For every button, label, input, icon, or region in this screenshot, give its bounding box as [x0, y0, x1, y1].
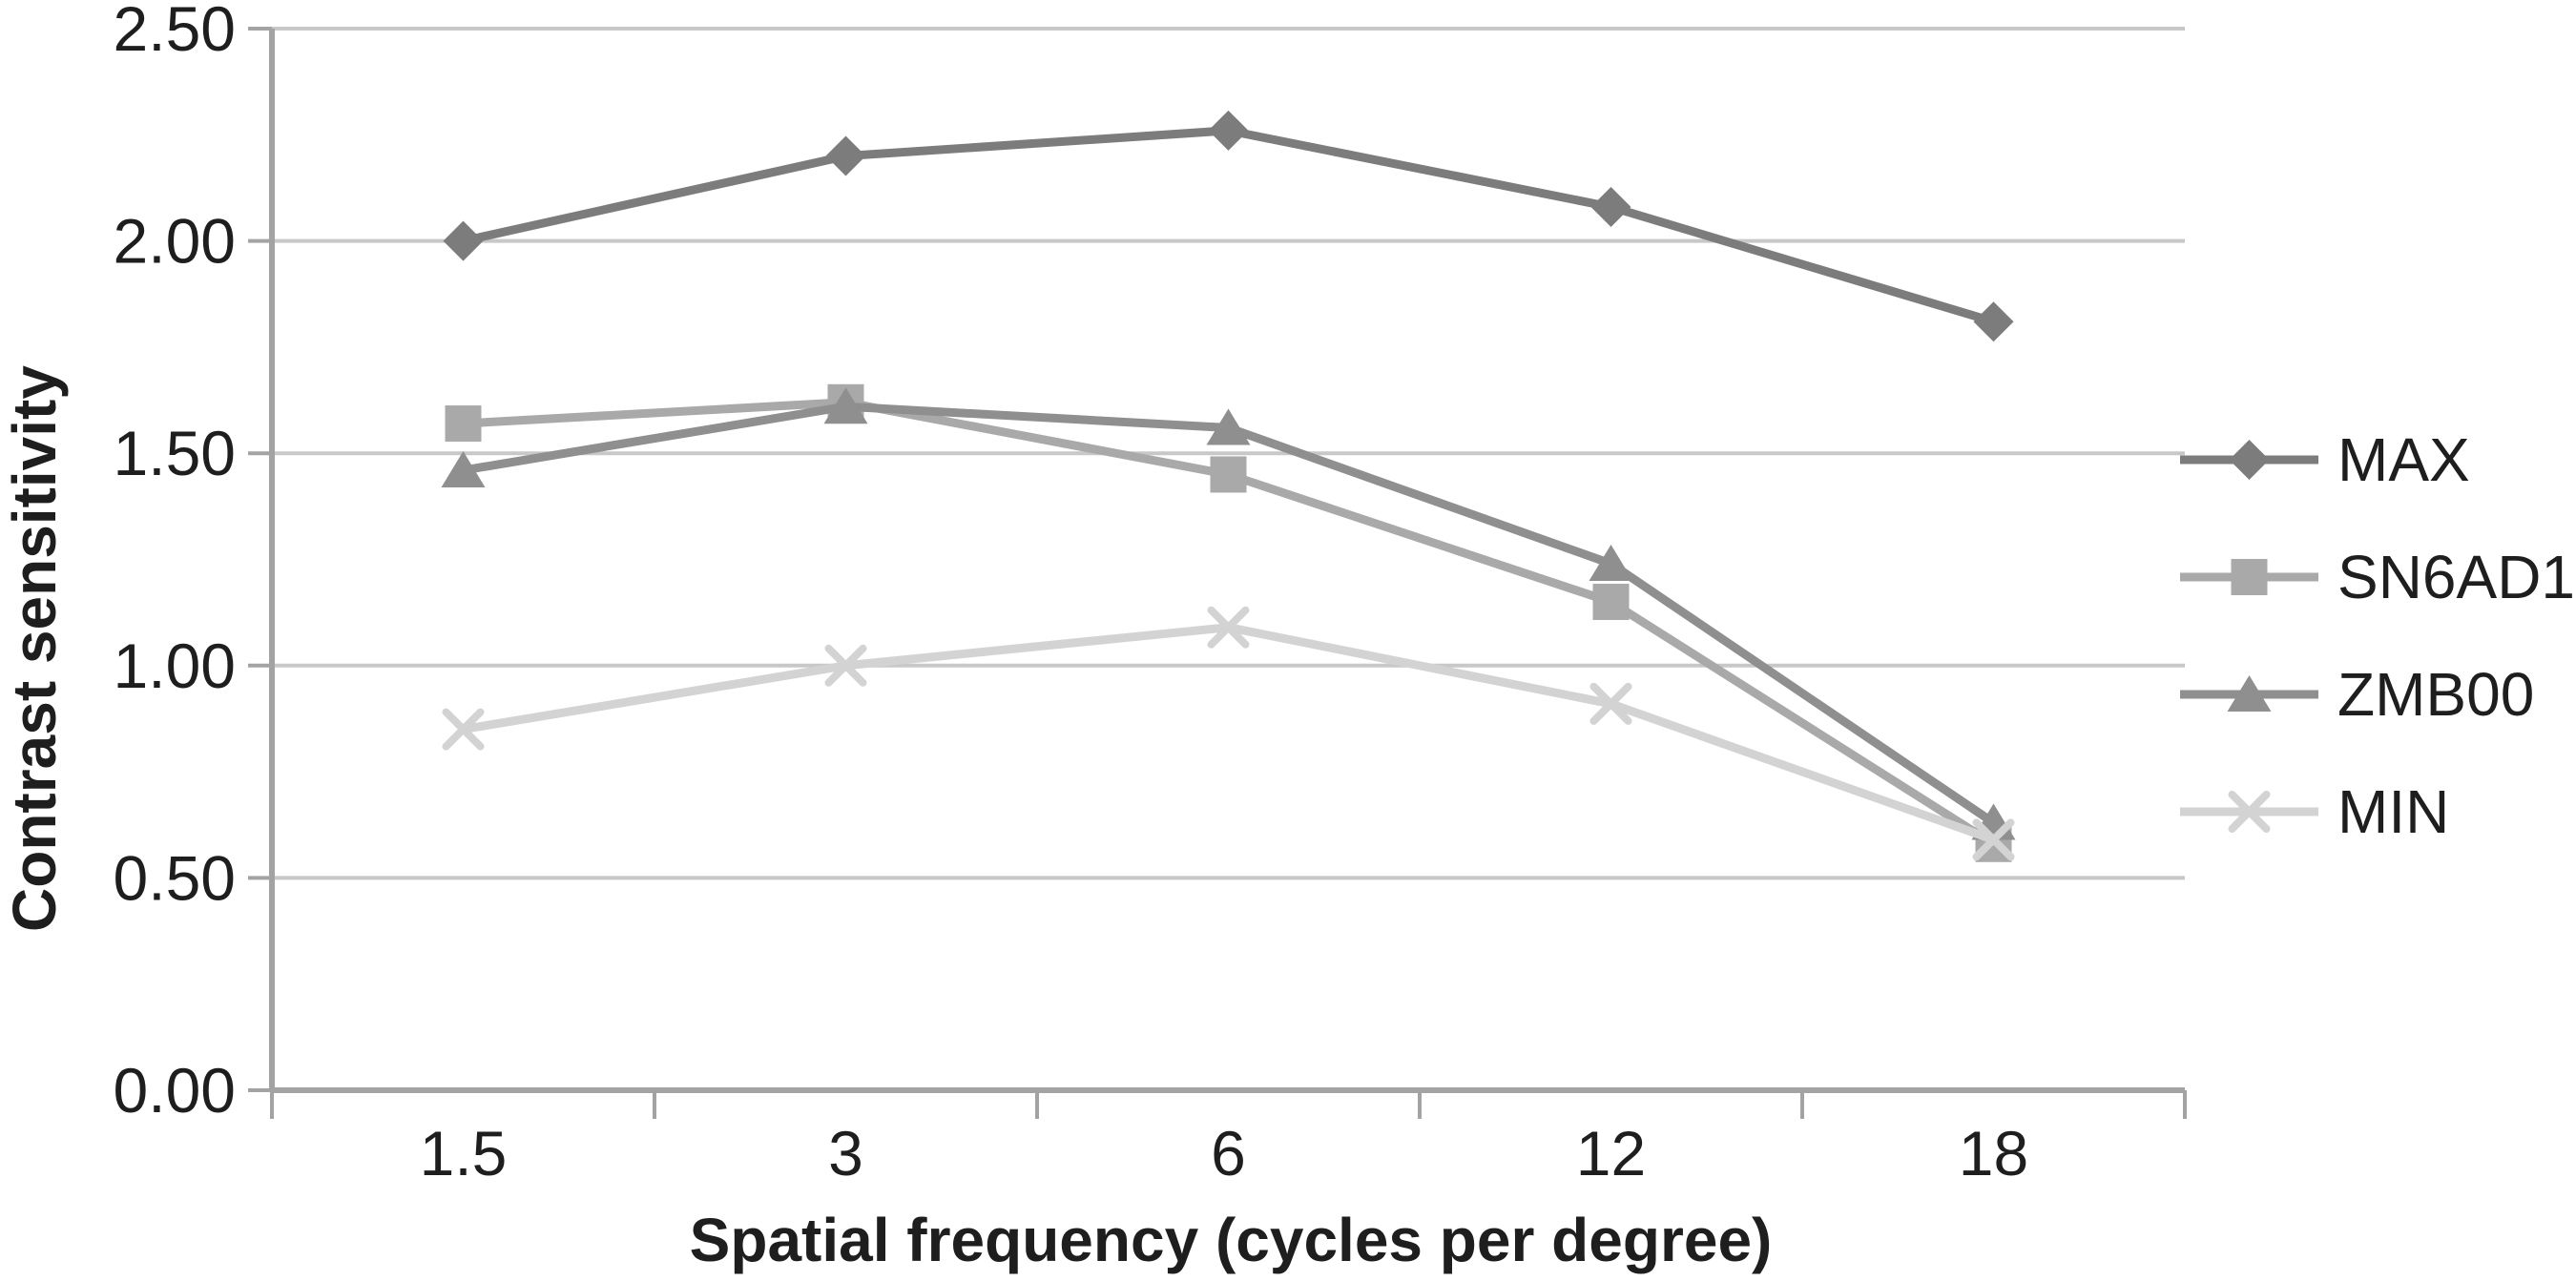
legend-marker-SN6AD1 [2231, 559, 2268, 595]
y-tick-label-2.00: 2.00 [114, 206, 236, 277]
x-tick-label-3: 3 [828, 1118, 863, 1188]
marker-MIN-18 [1972, 818, 2015, 861]
legend-item-MAX: MAX [2180, 425, 2470, 494]
legend-item-SN6AD1: SN6AD1 [2180, 543, 2575, 611]
y-tick-label-0.00: 0.00 [114, 1055, 236, 1126]
legend-marker-MAX [2229, 440, 2270, 480]
marker-MIN-1.5 [442, 708, 485, 751]
y-tick-label-1.50: 1.50 [114, 418, 236, 488]
label-layer: 0.00 0.50 1.00 1.50 2.00 2.50 1.5 3 6 12 18 [114, 0, 2029, 1188]
legend-item-ZMB00: ZMB00 [2180, 660, 2534, 729]
y-tick-label-2.50: 2.50 [114, 0, 236, 64]
marker-SN6AD1-6 [1210, 456, 1247, 493]
marker-MIN-6 [1207, 606, 1250, 649]
marker-ZMB00-1.5 [441, 451, 486, 488]
legend-label-ZMB00: ZMB00 [2337, 660, 2534, 729]
legend-marker-ZMB00 [2227, 675, 2272, 712]
marker-MAX-1.5 [443, 220, 484, 261]
marker-MIN-12 [1589, 682, 1632, 725]
marker-ZMB00-3 [823, 387, 868, 424]
x-tick-label-18: 18 [1959, 1118, 2028, 1188]
legend-label-SN6AD1: SN6AD1 [2337, 543, 2575, 611]
marker-SN6AD1-1.5 [445, 405, 482, 443]
legend: MAX SN6AD1 ZMB00 MIN [2180, 425, 2575, 846]
y-axis-title: Contrast sensitivity [0, 365, 69, 932]
marker-MIN-3 [824, 644, 867, 687]
marker-MAX-3 [825, 135, 866, 176]
axis-layer [248, 27, 2187, 1119]
marker-MAX-6 [1208, 110, 1249, 151]
x-tick-label-12: 12 [1576, 1118, 1646, 1188]
marker-ZMB00-12 [1589, 544, 1633, 581]
y-tick-label-1.00: 1.00 [114, 630, 236, 701]
series-line-MAX [462, 126, 1995, 326]
legend-label-MAX: MAX [2337, 425, 2470, 494]
y-tick-label-0.50: 0.50 [114, 842, 236, 913]
x-axis-title: Spatial frequency (cycles per degree) [690, 1206, 1773, 1274]
marker-MAX-12 [1590, 186, 1631, 227]
x-tick-label-1.5: 1.5 [420, 1118, 508, 1188]
legend-item-MIN: MIN [2180, 777, 2449, 846]
legend-label-MIN: MIN [2337, 777, 2449, 846]
marker-MAX-18 [1973, 301, 2014, 342]
series-layer [441, 110, 2016, 862]
series-line-MIN [462, 623, 1996, 844]
x-tick-label-6: 6 [1211, 1118, 1246, 1188]
legend-marker-MIN [2228, 791, 2271, 833]
marker-ZMB00-6 [1206, 408, 1251, 445]
marker-SN6AD1-12 [1592, 584, 1630, 621]
